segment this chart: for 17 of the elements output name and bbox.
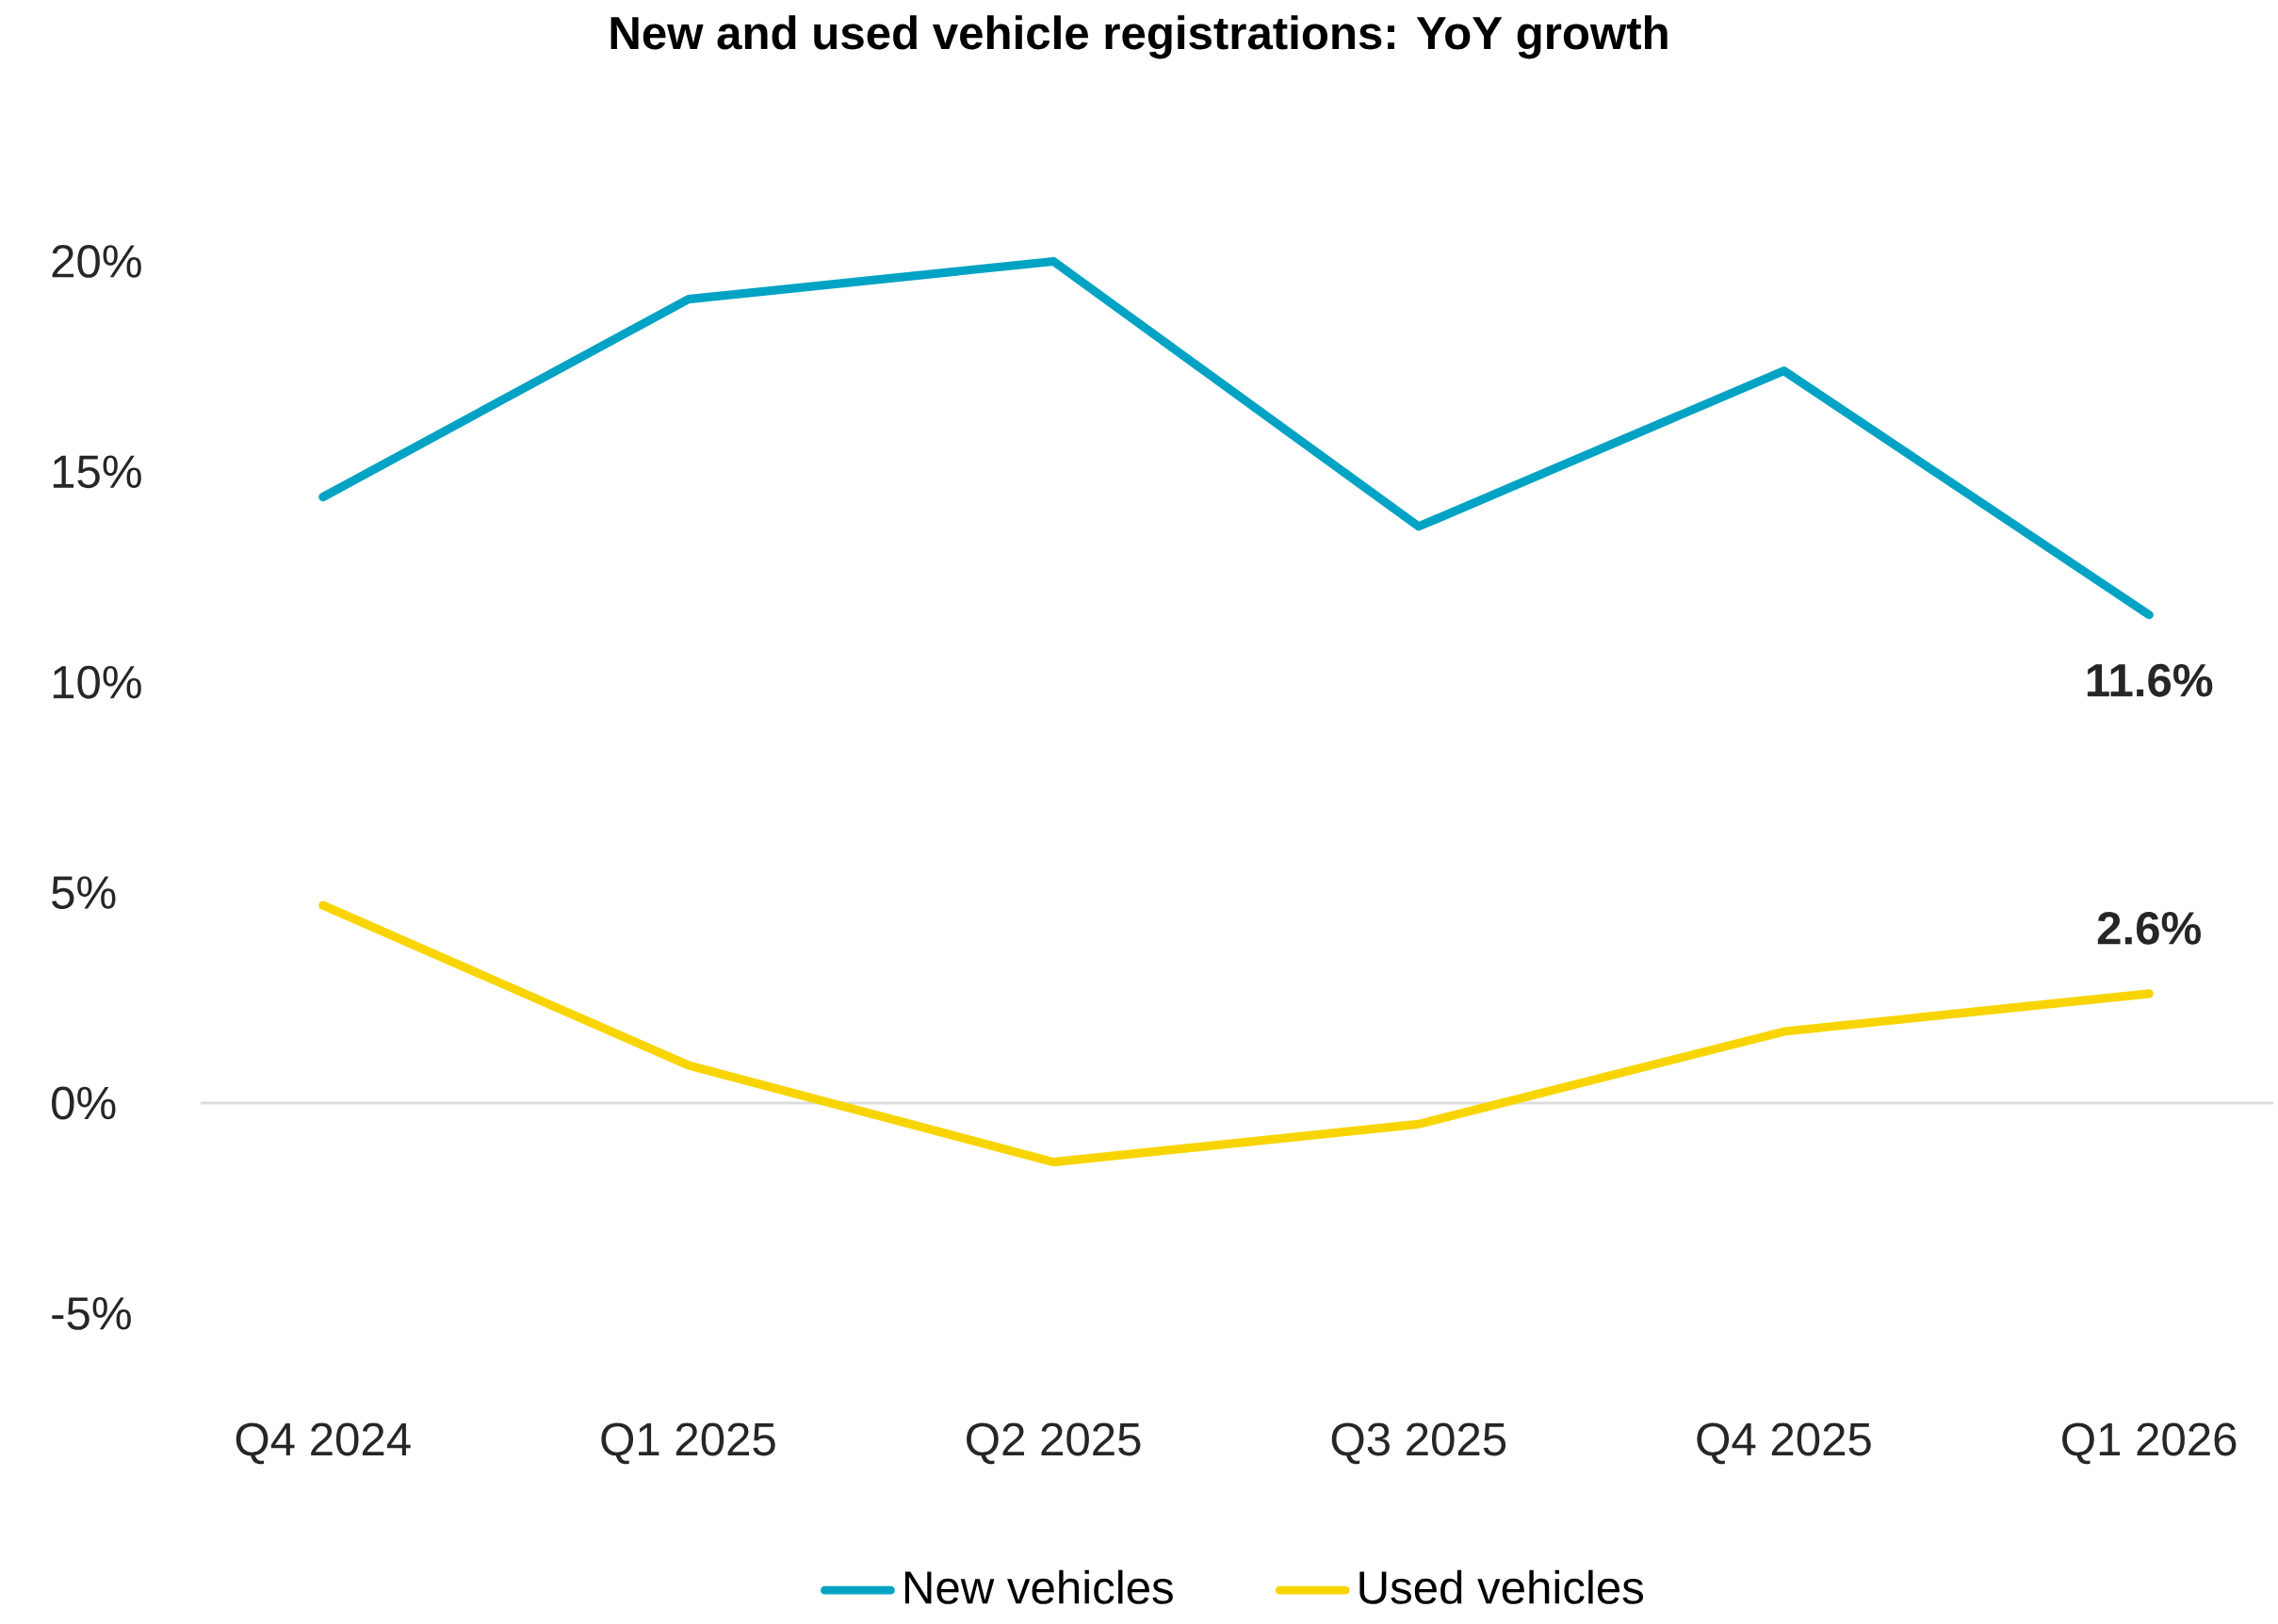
y-tick-label: -5% [52,1297,131,1330]
x-tick-label: Q1 2025 [601,1422,775,1465]
x-tick-label: Q4 2024 [236,1422,411,1465]
chart-title: New and used vehicle registrations: YoY growth [610,15,1668,59]
y-tick-label: 5% [52,876,116,910]
y-tick-label: 15% [53,455,141,489]
x-tick-label: Q1 2026 [2062,1422,2237,1465]
x-tick-label: Q2 2025 [967,1422,1141,1465]
y-tick-label: 10% [53,665,141,699]
data-label: 2.6% [2097,911,2201,945]
y-tick-label: 20% [52,245,141,278]
x-tick-label: Q4 2025 [1697,1422,1871,1465]
x-tick-label: Q3 2025 [1331,1422,1506,1465]
legend-label: Used vehicles [1359,1569,1644,1604]
data-label: 11.6% [2087,663,2213,697]
y-tick-label: 0% [52,1086,116,1120]
legend-label: New vehicles [904,1569,1173,1604]
